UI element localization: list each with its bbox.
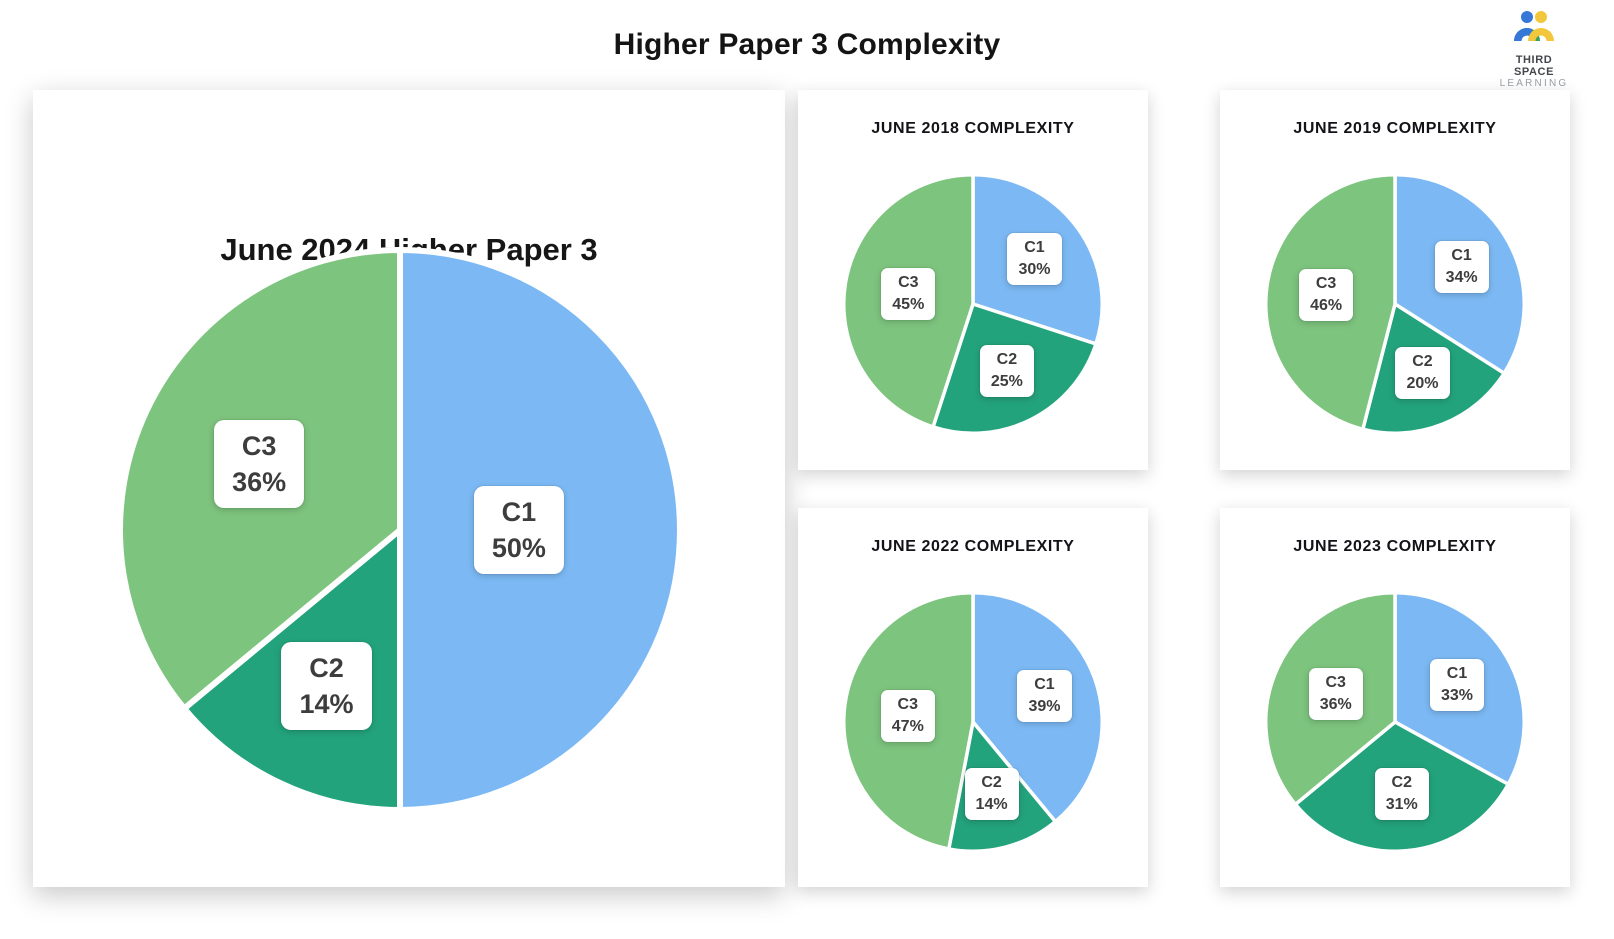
slice-label-percent: 14%	[299, 689, 354, 720]
third-space-learning-logo: THIRD SPACE LEARNING	[1496, 8, 1572, 89]
slice-label-c1: C1 34%	[1434, 241, 1489, 294]
slice-label-c3: C3 36%	[1308, 668, 1363, 721]
slice-label-percent: 36%	[1319, 696, 1352, 714]
slice-label-c1: C1 50%	[473, 486, 564, 574]
slice-label-category: C2	[309, 653, 344, 684]
chart-title-june-2022: JUNE 2022 COMPLEXITY	[871, 538, 1075, 555]
logo-text-line1: THIRD SPACE	[1513, 54, 1555, 78]
slice-label-c3: C3 45%	[881, 267, 936, 320]
slice-label-c3: C3 36%	[214, 419, 305, 508]
slice-label-category: C2	[1412, 353, 1433, 371]
logo-text-line2: LEARNING	[1499, 78, 1569, 89]
slice-label-c2: C2 31%	[1374, 767, 1429, 820]
slice-label-percent: 45%	[892, 295, 925, 313]
slice-label-c1: C1 33%	[1430, 659, 1485, 712]
pie-chart-june-2022: C1 39% C2 14% C3 47%	[842, 591, 1104, 853]
chart-card-june-2018: JUNE 2018 COMPLEXITY C1 30% C2 25% C3 45%	[798, 90, 1148, 470]
slice-label-percent: 47%	[891, 717, 924, 735]
slice-label-percent: 31%	[1385, 795, 1418, 813]
slice-label-percent: 14%	[975, 796, 1008, 814]
slice-label-category: C1	[1446, 665, 1468, 683]
slice-label-percent: 20%	[1406, 375, 1439, 393]
slice-label-category: C2	[981, 774, 1002, 792]
slice-label-category: C1	[1451, 247, 1472, 265]
slice-label-percent: 36%	[232, 466, 287, 497]
pie-chart-june-2018: C1 30% C2 25% C3 45%	[842, 173, 1104, 435]
slice-label-category: C2	[996, 350, 1018, 368]
slice-label-category: C3	[241, 430, 277, 461]
chart-card-june-2023: JUNE 2023 COMPLEXITY C1 33% C2 31% C3 36%	[1220, 508, 1570, 887]
slice-label-c3: C3 47%	[880, 689, 935, 742]
slice-label-category: C3	[1325, 674, 1346, 692]
page-title: Higher Paper 3 Complexity	[613, 28, 1001, 61]
slice-label-c2: C2 14%	[281, 642, 372, 731]
slice-label-category: C2	[1391, 773, 1412, 791]
slice-label-percent: 39%	[1028, 698, 1061, 716]
slice-label-category: C1	[1024, 239, 1045, 257]
chart-title-june-2018: JUNE 2018 COMPLEXITY	[871, 120, 1075, 137]
slice-label-percent: 30%	[1018, 261, 1051, 279]
slice-label-category: C3	[897, 695, 918, 713]
slice-label-c3: C3 46%	[1299, 269, 1354, 322]
chart-card-june-2019: JUNE 2019 COMPLEXITY C1 34% C2 20% C3 46%	[1220, 90, 1570, 470]
chart-title-june-2019: JUNE 2019 COMPLEXITY	[1293, 120, 1497, 137]
pie-chart-june-2024: C1 50% C2 14% C3 36%	[117, 247, 683, 813]
pie-chart-june-2019: C1 34% C2 20% C3 46%	[1264, 173, 1526, 435]
slice-label-c2: C2 14%	[964, 768, 1019, 821]
pie-chart-june-2023: C1 33% C2 31% C3 36%	[1264, 591, 1526, 853]
slice-label-percent: 46%	[1310, 297, 1343, 315]
third-space-learning-icon	[1514, 11, 1554, 41]
slice-label-category: C1	[1034, 676, 1055, 694]
slice-label-c2: C2 25%	[979, 344, 1034, 397]
slice-label-c1: C1 39%	[1017, 670, 1072, 723]
slice-label-percent: 50%	[491, 533, 546, 563]
chart-title-june-2023: JUNE 2023 COMPLEXITY	[1293, 538, 1497, 555]
slice-label-c2: C2 20%	[1395, 347, 1450, 400]
slice-label-category: C3	[1315, 275, 1337, 293]
chart-card-june-2022: JUNE 2022 COMPLEXITY C1 39% C2 14% C3 47%	[798, 508, 1148, 887]
slice-label-category: C1	[501, 497, 537, 527]
slice-label-c1: C1 30%	[1007, 233, 1062, 286]
slice-label-percent: 34%	[1445, 269, 1478, 287]
slice-label-percent: 25%	[990, 372, 1023, 390]
slice-label-percent: 33%	[1441, 687, 1474, 705]
slice-label-category: C3	[898, 273, 919, 291]
